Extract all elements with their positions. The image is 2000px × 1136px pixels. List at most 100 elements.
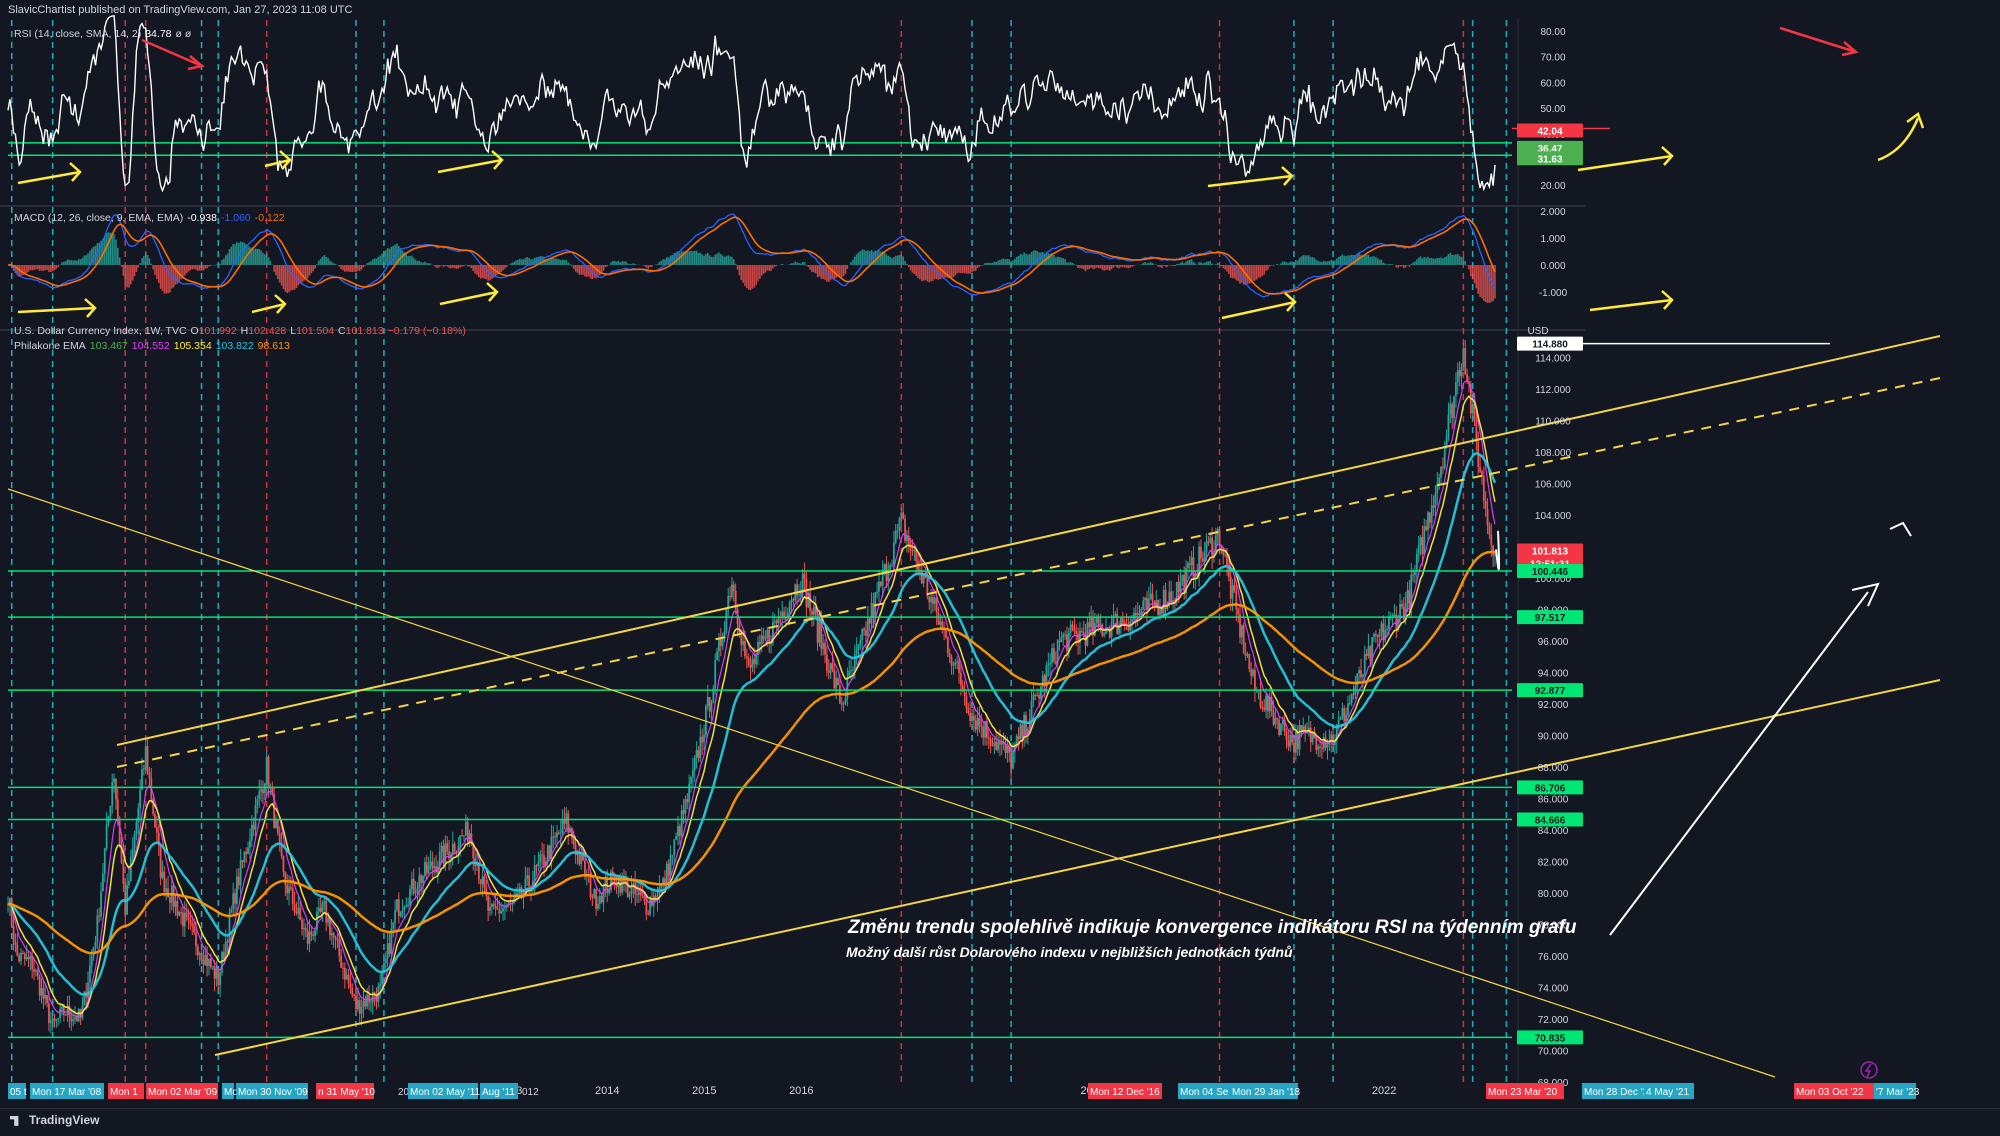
candle — [161, 871, 164, 878]
candle — [198, 953, 201, 956]
candle — [500, 911, 503, 914]
rsi-divergence-arrow-head — [69, 162, 82, 182]
price-axis-tick: 94.000 — [1538, 669, 1569, 680]
candle — [1185, 568, 1187, 594]
candle — [1471, 403, 1474, 414]
candle — [327, 918, 330, 923]
candle — [457, 845, 460, 853]
footer-bar: TradingView — [0, 1108, 2000, 1132]
candle — [697, 750, 700, 759]
date-flag: Mon 02 May '11 — [410, 1087, 481, 1098]
annotation-sub: Možný další růst Dolarového indexu v nej… — [846, 944, 1293, 960]
candle — [760, 635, 763, 645]
candle — [1144, 597, 1147, 601]
candle — [1380, 623, 1383, 633]
candle — [807, 592, 810, 608]
macd-legend[interactable]: MACD (12, 26, close, 9, EMA, EMA) -0.938-… — [14, 212, 289, 224]
candle — [256, 799, 259, 806]
candle — [412, 878, 415, 894]
candle — [905, 535, 908, 542]
candle — [662, 878, 664, 885]
candle — [1341, 708, 1344, 718]
candle — [1025, 715, 1027, 735]
price-axis-tick: 72.000 — [1538, 1015, 1569, 1026]
candle — [105, 824, 108, 849]
candle — [271, 787, 274, 795]
candle — [165, 888, 168, 892]
candle — [1039, 686, 1042, 699]
price-legend[interactable]: U.S. Dollar Currency Index, 1W, TVC O101.… — [14, 325, 470, 337]
rsi-badge-bg — [1517, 151, 1583, 166]
candle — [420, 875, 423, 883]
rsi-legend[interactable]: RSI (14, close, SMA, 14, 2) 34.78 ø ø — [14, 28, 195, 40]
candle — [1427, 512, 1429, 530]
candle — [1181, 574, 1184, 581]
date-flag: Mon 04 Se — [1180, 1087, 1229, 1098]
candle — [1455, 382, 1457, 397]
candle — [978, 717, 981, 726]
candle — [1371, 637, 1374, 661]
candle — [487, 895, 490, 911]
candle — [360, 1006, 363, 1014]
candle — [1300, 725, 1303, 731]
candle — [195, 932, 197, 947]
candle — [1116, 613, 1119, 634]
candle — [16, 944, 19, 956]
candle — [75, 1017, 78, 1022]
candle — [208, 958, 210, 967]
candle — [451, 843, 454, 855]
candle — [600, 895, 603, 903]
date-flag: Mon 02 Mar '09 — [148, 1087, 218, 1098]
candle — [1486, 509, 1489, 526]
high-value: 102.428 — [248, 325, 287, 337]
tradingview-brand[interactable]: TradingView — [10, 1113, 99, 1127]
candle — [982, 726, 985, 738]
macd-signal-line — [7, 216, 1496, 295]
candle — [961, 685, 964, 692]
candle — [595, 889, 597, 909]
candle — [196, 946, 199, 956]
candle — [444, 843, 447, 864]
rsi-badge: 31.63 — [1537, 154, 1562, 165]
candle — [528, 875, 530, 887]
candle — [152, 798, 155, 815]
candle — [1254, 670, 1256, 691]
candle — [643, 896, 646, 902]
candle — [293, 904, 296, 913]
candle — [677, 826, 679, 837]
date-flag: Mon 1 — [110, 1087, 138, 1098]
macd-divergence-arrow — [251, 302, 286, 314]
date-flag: 012 — [522, 1087, 539, 1098]
candle — [792, 599, 795, 601]
candle — [1140, 608, 1143, 616]
candle — [775, 620, 778, 624]
candle — [1187, 563, 1189, 569]
change-value: −0.179 (−0.18%) — [387, 325, 466, 337]
candle — [980, 725, 983, 727]
date-flag: Mon 28 Dec '20 — [1584, 1087, 1654, 1098]
candle — [62, 1006, 65, 1015]
macd-axis-tick: 0.000 — [1540, 261, 1565, 272]
candle — [215, 968, 218, 979]
candle — [232, 893, 235, 910]
candle — [1118, 627, 1120, 634]
candle — [701, 736, 704, 743]
candle — [343, 967, 346, 980]
candle — [399, 911, 402, 916]
candle — [690, 777, 692, 784]
candle — [1071, 624, 1074, 628]
symbol-label: U.S. Dollar Currency Index, 1W, TVC — [14, 325, 187, 337]
candle — [379, 983, 382, 987]
candle — [312, 934, 315, 936]
candle — [1114, 613, 1117, 616]
candle — [204, 954, 207, 965]
candle — [1168, 591, 1171, 605]
candle — [649, 899, 651, 915]
ema-legend[interactable]: Philakone EMA 103.467 104.552 105.354 103.82… — [14, 340, 294, 352]
candle — [286, 884, 289, 894]
candle — [1192, 557, 1195, 580]
price-badge-bg — [1517, 780, 1583, 795]
price-badge: 97.517 — [1535, 613, 1566, 624]
